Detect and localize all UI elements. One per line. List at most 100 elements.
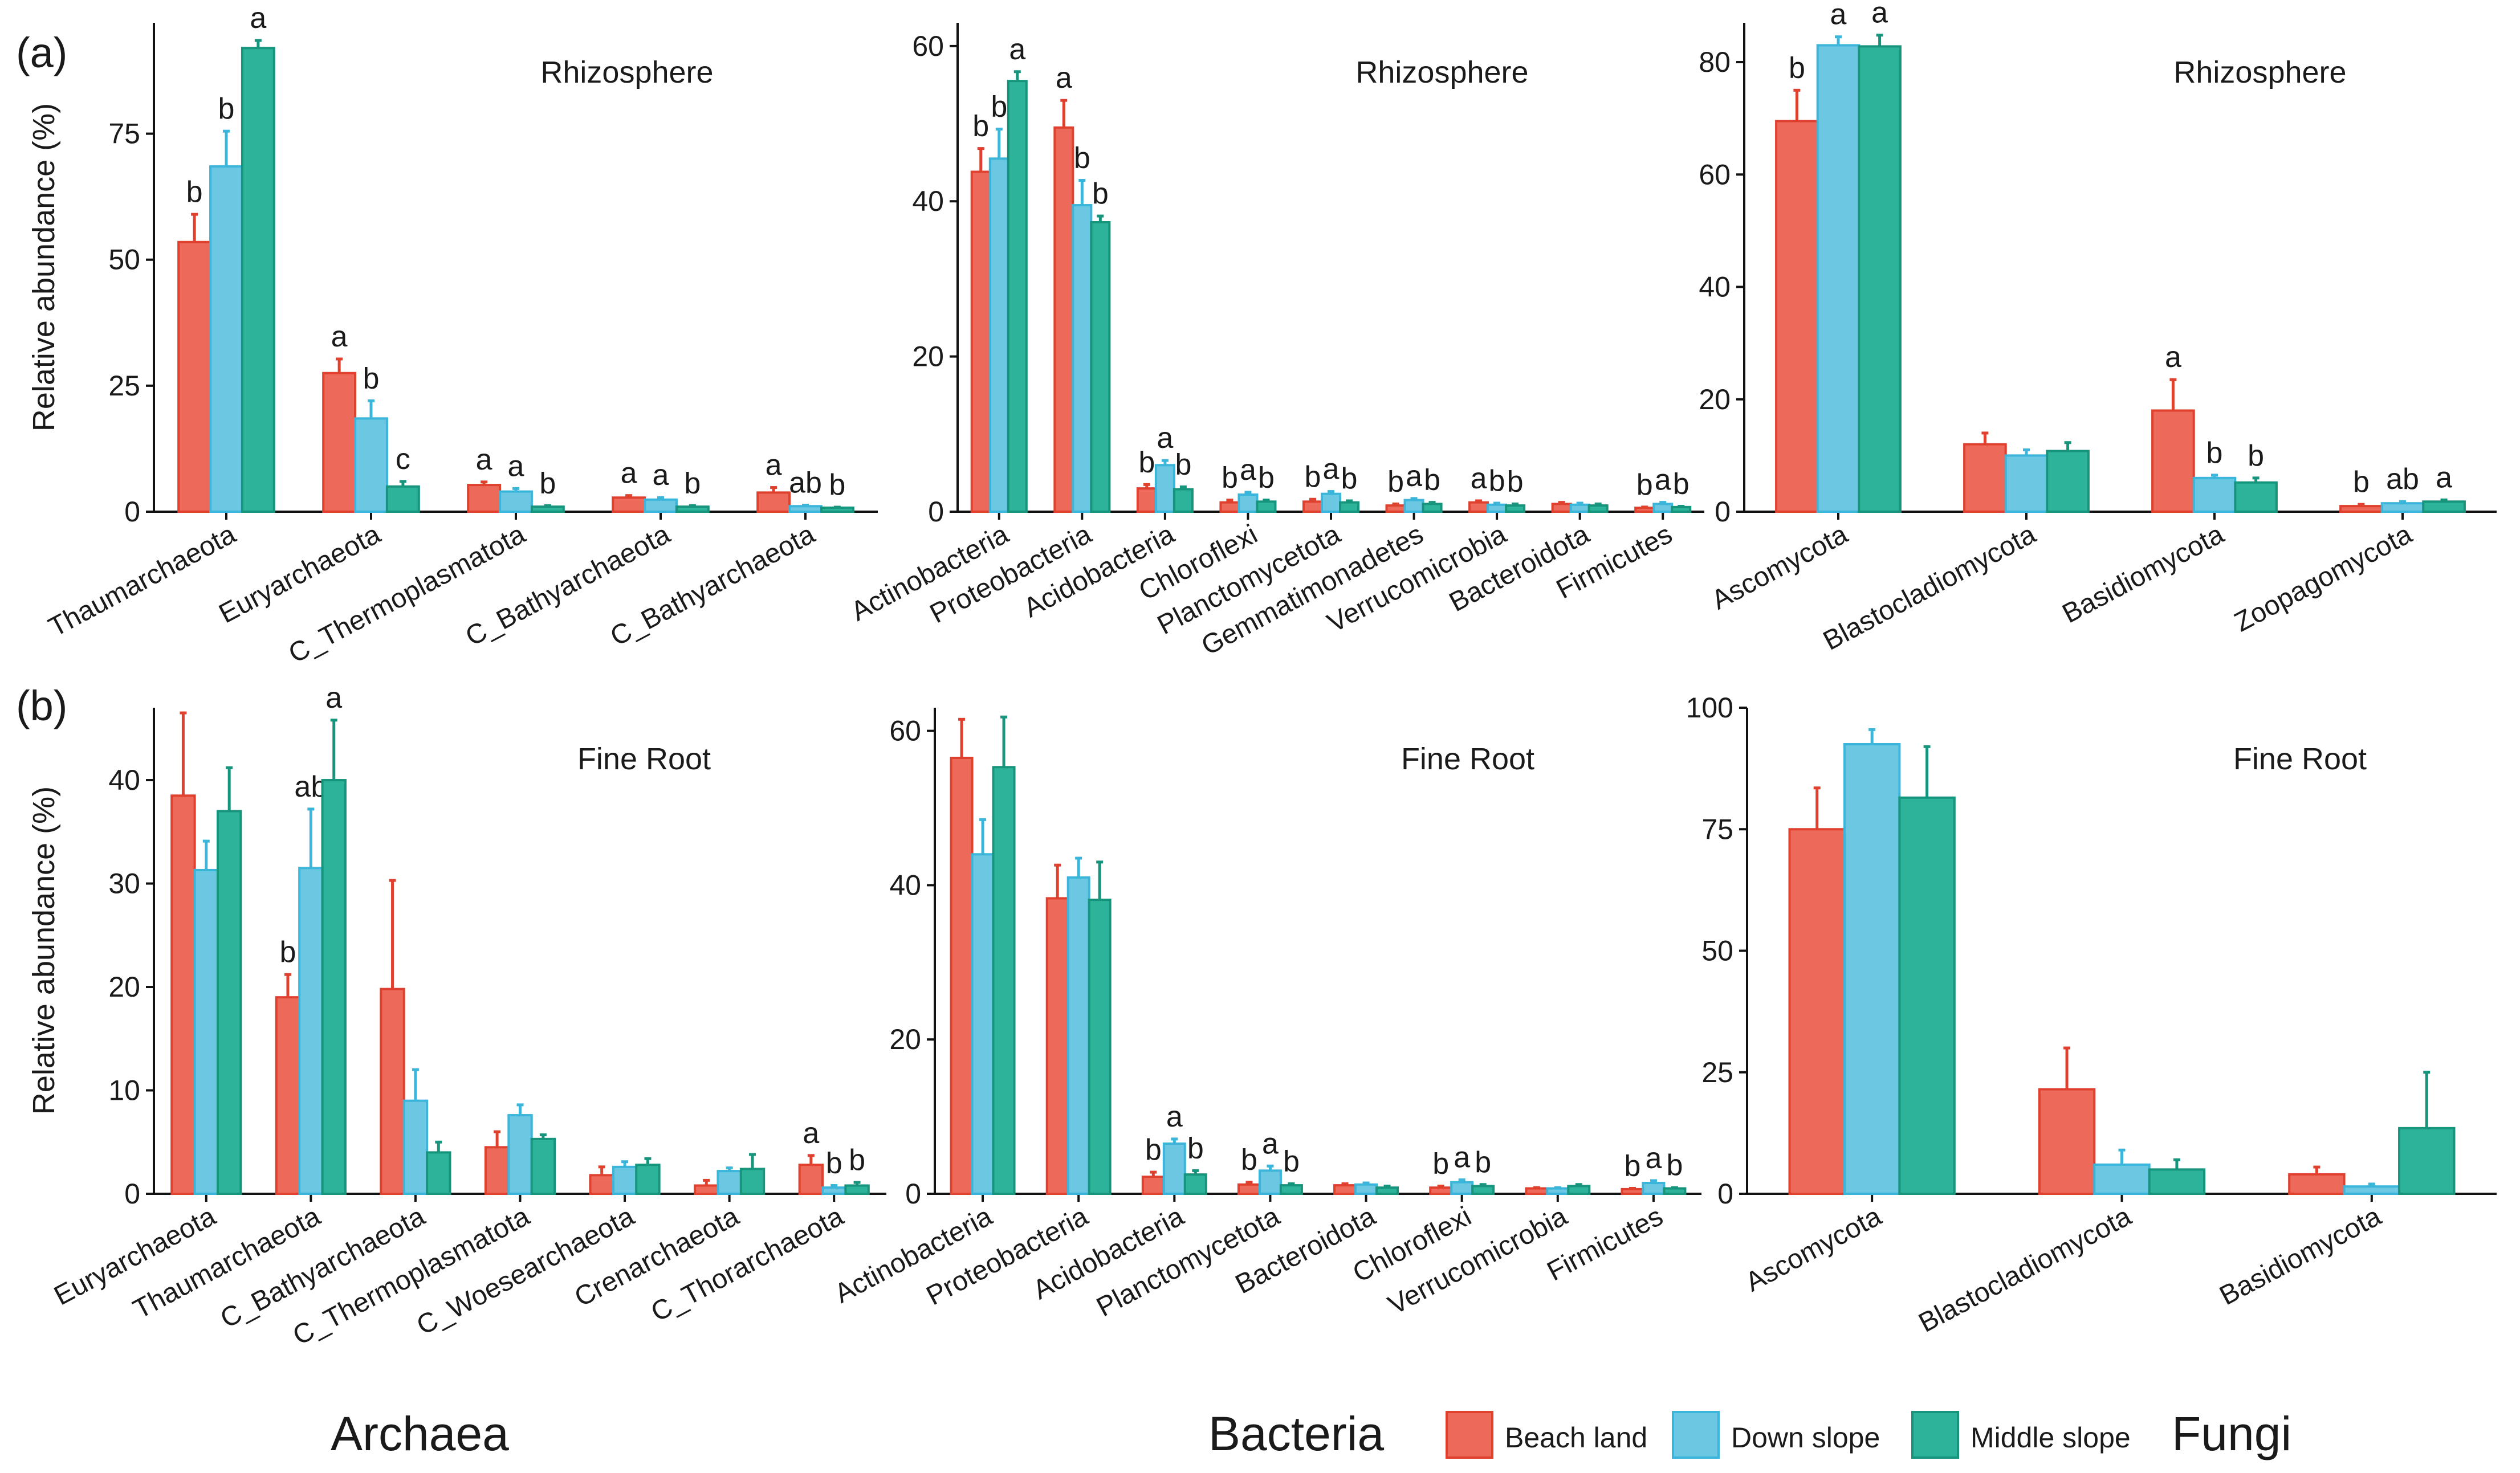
bar-middle-slope-basidiomycota: [2234, 481, 2278, 513]
bar-middle-slope-blastocladiomycota: [2046, 450, 2090, 513]
bar-middle-slope-c-bathyarchaeota: [675, 505, 710, 513]
bar-down-slope-acidobacteria: [1162, 1142, 1186, 1195]
bar-beach-land-firmicutes: [1621, 1188, 1644, 1195]
bar-middle-slope-proteobacteria: [1090, 221, 1111, 513]
significance-letter-down-slope: b: [2206, 436, 2223, 470]
significance-letter-beach-land: b: [1145, 1133, 1162, 1166]
bar-middle-slope-zoopagomycota: [2422, 500, 2466, 513]
significance-letter-middle-slope: b: [1673, 467, 1690, 500]
bar-middle-slope-c-thermoplasmatota: [530, 505, 565, 513]
y-tick-label: 40: [912, 185, 944, 217]
panel-title: Fine Root: [2233, 742, 2367, 776]
significance-letter-middle-slope: b: [1175, 448, 1191, 481]
bar-middle-slope-bacteroidota: [1375, 1186, 1399, 1195]
bar-down-slope-basidiomycota: [2343, 1185, 2401, 1195]
significance-letter-down-slope: a: [1454, 1141, 1470, 1174]
bar-down-slope-proteobacteria: [1072, 204, 1093, 513]
bar-down-slope-bacteroidota: [1354, 1183, 1378, 1195]
bar-down-slope-bacteroidota: [1569, 503, 1590, 513]
bar-middle-slope-chloroflexi: [1471, 1185, 1495, 1195]
significance-letter-down-slope: b: [363, 362, 380, 395]
significance-letter-middle-slope: b: [539, 467, 556, 500]
legend-label-middle-slope: Middle slope: [1971, 1422, 2131, 1454]
bar-down-slope-c-woesearchaeota: [612, 1165, 638, 1195]
significance-letter-middle-slope: a: [325, 682, 342, 715]
y-tick-label: 80: [1699, 46, 1731, 78]
bar-middle-slope-c-thermoplasmatota: [530, 1137, 556, 1195]
y-tick-label: 40: [108, 764, 140, 796]
panel-title: Rhizosphere: [540, 55, 713, 89]
bar-middle-slope-c-woesearchaeota: [635, 1164, 661, 1195]
significance-letter-down-slope: a: [1645, 1142, 1662, 1175]
significance-letter-beach-land: a: [476, 443, 492, 476]
bar-beach-land-chloroflexi: [1429, 1186, 1453, 1195]
significance-letter-down-slope: a: [1240, 454, 1256, 487]
bar-middle-slope-proteobacteria: [1088, 899, 1112, 1195]
bar-down-slope-planctomycetota: [1258, 1169, 1282, 1195]
significance-letter-middle-slope: b: [2248, 439, 2264, 472]
bar-beach-land-actinobacteria: [970, 170, 991, 513]
significance-letter-beach-land: b: [1387, 465, 1404, 498]
bar-middle-slope-crenarchaeota: [739, 1168, 766, 1195]
y-tick-label: 25: [1701, 1056, 1733, 1088]
bar-beach-land-acidobacteria: [1136, 487, 1157, 513]
bar-beach-land-zoopagomycota: [2339, 505, 2383, 513]
bar-middle-slope-euryarchaeota: [385, 485, 420, 513]
bar-down-slope-chloroflexi: [1450, 1181, 1474, 1195]
bar-down-slope-basidiomycota: [2192, 476, 2237, 513]
significance-letter-beach-land: b: [186, 176, 203, 209]
significance-letter-middle-slope: a: [1871, 0, 1888, 30]
bar-beach-land-ascomycota: [1788, 828, 1846, 1195]
y-tick-label: 25: [108, 370, 140, 402]
y-tick-label: 20: [912, 341, 944, 373]
bar-beach-land-thaumarchaeota: [177, 240, 212, 513]
bar-down-slope-c-bathyarchaeota: [788, 505, 823, 513]
significance-letter-beach-land: b: [1432, 1147, 1449, 1180]
bar-beach-land-actinobacteria: [950, 757, 974, 1195]
bar-middle-slope-verrucomicrobia: [1567, 1185, 1591, 1195]
panel-title: Rhizosphere: [1355, 55, 1528, 89]
y-tick-label: 40: [1699, 271, 1731, 303]
bar-beach-land-c-thermoplasmatota: [484, 1146, 510, 1195]
panel-title: Fine Root: [1401, 742, 1534, 776]
significance-letter-beach-land: a: [331, 320, 348, 353]
significance-letter-middle-slope: b: [849, 1144, 865, 1177]
bar-beach-land-c-bathyarchaeota: [612, 496, 646, 513]
bar-middle-slope-euryarchaeota: [216, 810, 242, 1195]
y-tick-label: 60: [1699, 158, 1731, 190]
bar-beach-land-euryarchaeota: [322, 372, 357, 513]
bar-middle-slope-ascomycota: [1898, 796, 1956, 1195]
group-label-fungi: Fungi: [2172, 1407, 2291, 1460]
row-label-b: (b): [16, 682, 67, 729]
bar-down-slope-zoopagomycota: [2380, 502, 2425, 513]
significance-letter-middle-slope: b: [1092, 177, 1109, 210]
bar-beach-land-planctomycetota: [1302, 500, 1323, 513]
significance-letter-middle-slope: b: [1507, 465, 1524, 498]
bar-down-slope-acidobacteria: [1154, 464, 1175, 513]
y-tick-label: 20: [889, 1023, 921, 1055]
significance-letter-down-slope: a: [1323, 453, 1340, 486]
bar-beach-land-bacteroidota: [1551, 503, 1572, 513]
bar-middle-slope-planctomycetota: [1279, 1184, 1303, 1195]
bar-middle-slope-firmicutes: [1663, 1187, 1687, 1195]
significance-letter-down-slope: a: [1406, 460, 1422, 493]
significance-letter-beach-land: b: [1789, 51, 1805, 84]
y-tick-label: 0: [124, 496, 140, 528]
significance-letter-down-slope: a: [508, 450, 524, 483]
y-axis-title: Relative abundance (%): [27, 786, 61, 1115]
bar-down-slope-gemmatimonadetes: [1403, 499, 1424, 513]
significance-letter-down-slope: a: [1166, 1100, 1183, 1133]
bar-down-slope-c-thermoplasmatota: [507, 1114, 533, 1195]
bar-middle-slope-thaumarchaeota: [321, 779, 347, 1195]
group-label-bacteria: Bacteria: [1208, 1407, 1384, 1460]
significance-letter-middle-slope: b: [1258, 462, 1275, 495]
significance-letter-beach-land: b: [1138, 446, 1155, 479]
bar-beach-land-chloroflexi: [1219, 501, 1240, 513]
significance-letter-down-slope: b: [826, 1146, 842, 1180]
significance-letter-beach-land: a: [2165, 341, 2181, 374]
significance-letter-beach-land: b: [1222, 462, 1238, 495]
bar-middle-slope-verrucomicrobia: [1505, 504, 1526, 513]
bar-middle-slope-blastocladiomycota: [2148, 1168, 2206, 1195]
bar-middle-slope-firmicutes: [1671, 505, 1692, 513]
